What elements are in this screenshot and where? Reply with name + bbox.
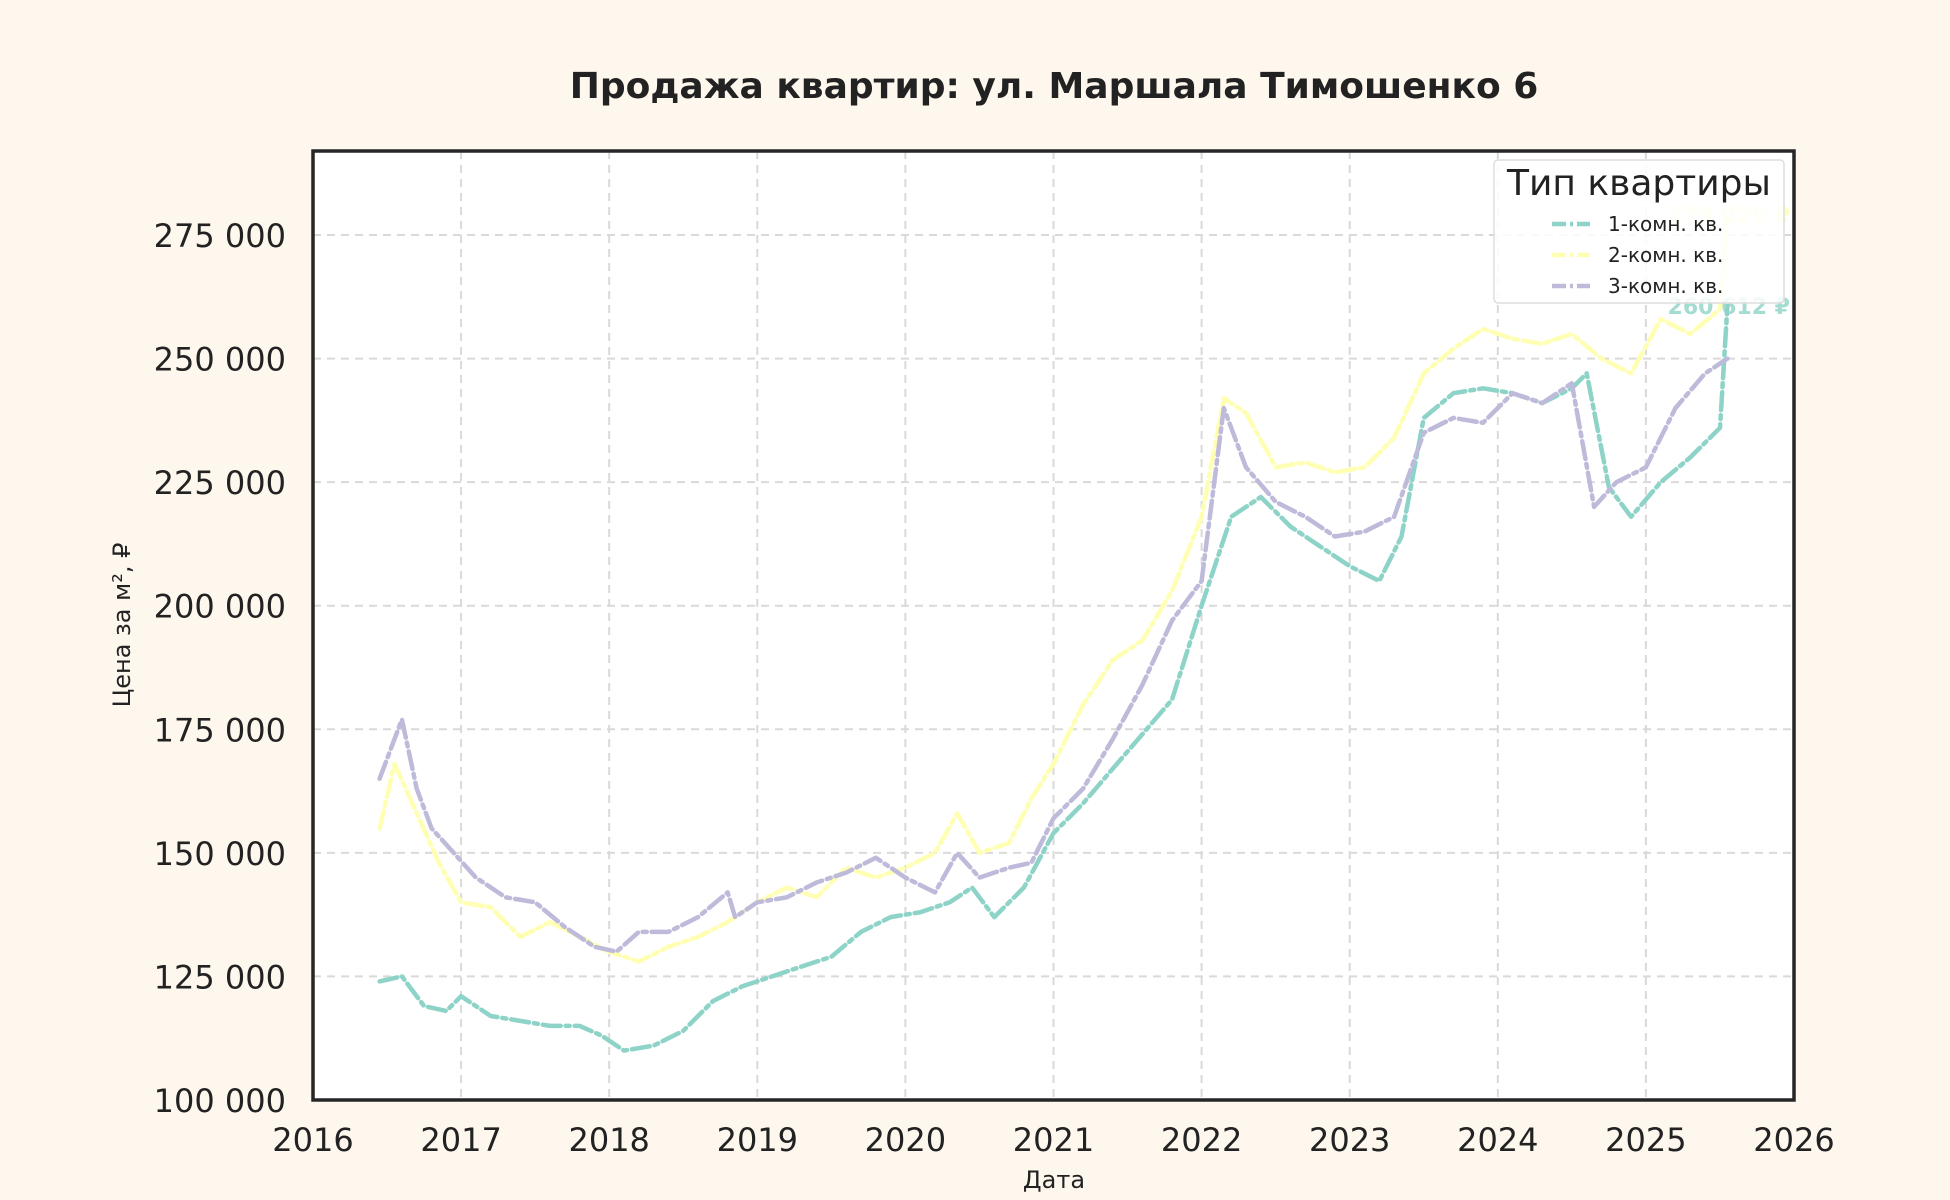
y-tick-label: 100 000 — [154, 1082, 286, 1120]
x-axis-ticks: 2016 2017 2018 2019 2020 2021 2022 2023 2024 2025… — [272, 1121, 1834, 1159]
y-tick-label: 125 000 — [154, 958, 286, 996]
y-tick-label: 200 000 — [154, 588, 286, 626]
y-tick-label: 225 000 — [154, 464, 286, 502]
y-tick-label: 175 000 — [154, 711, 286, 749]
chart-title: Продажа квартир: ул. Маршала Тимошенко 6 — [570, 66, 1539, 107]
x-axis-label: Дата — [1023, 1166, 1085, 1194]
x-tick-label: 2018 — [568, 1121, 649, 1159]
y-axis-label: Цена за м², ₽ — [108, 543, 136, 708]
y-axis-ticks: 100 000 125 000 150 000 175 000 200 000 225 0… — [154, 217, 286, 1120]
legend-entry: 1-комн. кв. — [1608, 212, 1723, 236]
legend-title: Тип квартиры — [1506, 163, 1771, 204]
legend-entry: 2-комн. кв. — [1608, 243, 1723, 267]
legend-entry: 3-комн. кв. — [1608, 274, 1723, 298]
y-tick-label: 250 000 — [154, 341, 286, 379]
x-tick-label: 2019 — [717, 1121, 798, 1159]
x-tick-label: 2024 — [1457, 1121, 1538, 1159]
y-tick-label: 275 000 — [154, 217, 286, 255]
x-tick-label: 2025 — [1605, 1121, 1686, 1159]
legend: Тип квартиры 1-комн. кв. 2-комн. кв. 3-ком… — [1493, 159, 1785, 304]
x-tick-label: 2020 — [865, 1121, 946, 1159]
x-tick-label: 2016 — [272, 1121, 353, 1159]
x-tick-label: 2017 — [420, 1121, 501, 1159]
x-tick-label: 2021 — [1013, 1121, 1094, 1159]
legend-box — [1493, 159, 1785, 304]
x-tick-label: 2022 — [1161, 1121, 1242, 1159]
x-tick-label: 2023 — [1309, 1121, 1390, 1159]
grid — [313, 151, 1794, 1100]
y-tick-label: 150 000 — [154, 835, 286, 873]
plot-frame — [311, 149, 1796, 1102]
series-group — [377, 212, 1730, 1053]
series-line-3 — [377, 356, 1730, 954]
x-tick-label: 2026 — [1753, 1121, 1834, 1159]
